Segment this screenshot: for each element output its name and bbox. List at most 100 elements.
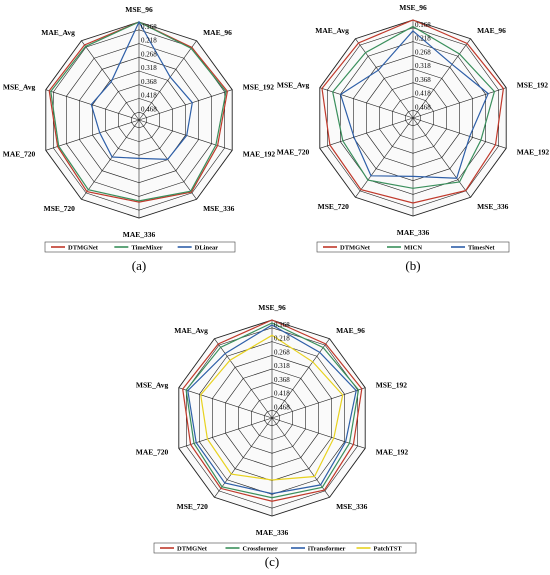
legend-entry: PatchTST [374,545,403,552]
series-line-micn [332,25,496,189]
tick-label: 0.468 [415,103,431,111]
grid-spoke [319,117,414,149]
grid-spoke [214,338,273,419]
series-line-patchtst [200,334,344,481]
axis-label: MAE_336 [123,230,156,239]
grid-spoke [138,40,197,121]
legend-frame [153,542,417,554]
series-line-timesnet [339,30,489,179]
axis-label: MAE_720 [3,150,36,159]
legend: DTMGNet MICN TimesNet [316,241,510,253]
grid-spoke [81,40,140,121]
axis-label: MAE_Avg [315,26,349,35]
legend-entry: iTransformer [308,545,346,552]
axis-label: MAE_96 [336,326,365,335]
grid-spoke [412,117,471,198]
panel-label: (b) [405,258,420,273]
grid-spoke [45,119,140,151]
axis-label: MAE_192 [376,448,409,457]
axis-label: MSE_720 [177,502,209,511]
axis-label: MSE_720 [318,202,350,211]
axis-label: MAE_336 [256,528,289,537]
axis-label: MSE_192 [517,80,549,89]
series-line-dtmgnet [182,319,363,502]
tick-label: 0.268 [141,50,157,58]
legend: DTMGNet Crossformer iTransformer PatchTST [153,542,417,554]
axis-label: MSE_720 [44,204,76,213]
axis-label: MAE_Avg [41,28,75,37]
grid-spoke [271,387,366,419]
tick-label: 0.368 [141,78,157,86]
grid-spoke [138,89,233,121]
panel-label: (c) [265,554,279,569]
radar-chart-1: 0.168 0.218 0.268 0.318 0.368 0.418 0.468 MSE_9… [3,5,276,273]
axis-label: MSE_96 [399,3,427,12]
axis-label: MSE_192 [243,82,275,91]
grid-spoke [412,87,507,119]
axis-label: MAE_720 [136,448,169,457]
tick-label: 0.318 [141,64,157,72]
axis-label: MSE_Avg [277,80,310,89]
grid-spoke [178,387,273,419]
legend-entry: MICN [404,244,422,251]
grid-spoke [355,117,414,198]
axis-label: MSE_192 [376,380,408,389]
tick-label: 0.368 [415,76,431,84]
grid-spoke [412,117,507,149]
grid-spoke [412,38,471,119]
legend-entry: DTMGNet [177,545,208,552]
series-line-dlinear [90,20,193,161]
series-line-crossformer [185,322,360,499]
series-line-dtmgnet [321,19,505,204]
grid-spoke [214,417,273,498]
axis-label: MAE_96 [203,28,232,37]
tick-label: 0.468 [141,105,157,113]
series-line-dtmgnet [48,21,229,203]
series-line-itransformer [187,324,357,495]
axis-label: MSE_Avg [136,380,169,389]
axis-label: MSE_96 [258,303,286,312]
tick-label: 0.418 [274,390,290,398]
legend-frame [44,241,236,253]
axis-label: MAE_Avg [174,326,208,335]
tick-label: 0.418 [415,90,431,98]
grid-spoke [138,119,233,151]
grid-spoke [355,38,414,119]
legend-entry: TimesNet [468,244,495,251]
tick-label: 0.418 [141,92,157,100]
axis-label: MSE_Avg [3,82,36,91]
radar-chart-2: 0.168 0.218 0.268 0.318 0.368 0.418 0.468 MSE_9… [277,3,550,273]
grid-spoke [81,119,140,200]
axis-label: MAE_96 [477,26,506,35]
tick-label: 0.218 [274,335,290,343]
tick-label: 0.318 [274,362,290,370]
tick-label: 0.368 [274,376,290,384]
radar-chart-3: 0.168 0.218 0.268 0.318 0.368 0.418 0.468 MSE_9… [136,303,417,569]
axis-label: MSE_96 [125,5,153,14]
legend-entry: DLinear [195,244,219,251]
axis-label: MAE_192 [243,150,276,159]
legend-entry: DTMGNet [340,244,371,251]
axis-label: MAE_192 [517,148,550,157]
legend-entry: DTMGNet [68,244,99,251]
grid-spoke [271,417,330,498]
axis-label: MSE_336 [477,202,509,211]
axis-label: MSE_336 [336,502,368,511]
tick-label: 0.268 [415,48,431,56]
axis-label: MAE_336 [397,228,430,237]
series-line-timemixer [50,21,227,202]
legend-entry: TimeMixer [131,244,162,251]
tick-label: 0.468 [274,403,290,411]
legend: DTMGNet TimeMixer DLinear [44,241,236,253]
tick-label: 0.218 [141,37,157,45]
tick-label: 0.168 [415,21,431,29]
tick-label: 0.218 [415,35,431,43]
grid-spoke [45,89,140,121]
tick-label: 0.318 [415,62,431,70]
grid-spoke [319,87,414,119]
axis-label: MSE_336 [203,204,235,213]
panel-label: (a) [132,258,146,273]
tick-label: 0.268 [274,348,290,356]
legend-frame [316,241,510,253]
